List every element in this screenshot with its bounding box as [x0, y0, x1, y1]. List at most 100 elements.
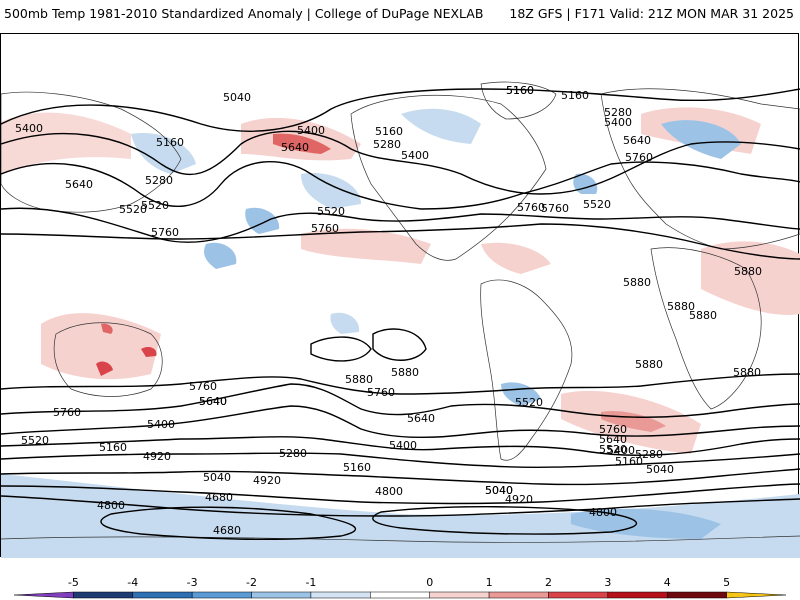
colorbar-tick-label: 0 [426, 576, 433, 589]
contour-label: 5400 [401, 149, 429, 162]
colorbar-ticks: -5 -4 -3 -2 -1 0 1 2 3 4 5 [68, 576, 730, 589]
contour-label: 5760 [53, 406, 81, 419]
antarctica-outline [1, 535, 800, 543]
height-contours [1, 88, 800, 541]
colorbar-segments [13, 591, 787, 599]
contour-label: 5880 [733, 366, 761, 379]
colorbar-tick-label: 2 [545, 576, 552, 589]
contour-label: 5280 [604, 106, 632, 119]
map-title: 500mb Temp 1981-2010 Standardized Anomal… [4, 6, 484, 21]
contour-label: 5880 [635, 358, 663, 371]
colorbar-tick-label: -4 [127, 576, 138, 589]
colorbar-tick-label: -1 [305, 576, 316, 589]
contour-label: 5160 [561, 89, 589, 102]
contour-label: 5640 [65, 178, 93, 191]
contour-label: 5880 [623, 276, 651, 289]
contour-label: 5520 [141, 199, 169, 212]
height-contour [1, 436, 800, 456]
contour-label: 5040 [485, 484, 513, 497]
height-contour [1, 88, 800, 132]
height-contour [1, 405, 800, 438]
contour-label: 5160 [506, 84, 534, 97]
colorbar-segment [132, 591, 193, 599]
contour-label: 5040 [646, 463, 674, 476]
contour-label: 5040 [203, 471, 231, 484]
colorbar-tick-label: -5 [68, 576, 79, 589]
contour-label: 5400 [297, 124, 325, 137]
contour-label: 5040 [223, 91, 251, 104]
contour-label: 5400 [604, 116, 632, 129]
contour-label: 5640 [281, 141, 309, 154]
contour-label: 5160 [615, 455, 643, 468]
contour-label: 5400 [389, 439, 417, 452]
height-contour [1, 130, 800, 195]
colorbar-segment [13, 591, 74, 599]
contour-label: 4680 [205, 491, 233, 504]
height-contour [1, 483, 800, 505]
height-contour [1, 223, 800, 260]
contour-label: 5760 [367, 386, 395, 399]
height-contour [1, 383, 800, 418]
warm-anomaly-area [101, 323, 113, 334]
contour-label: 5400 [147, 418, 175, 431]
contour-labels: 5040 5160 5400 5160 5280 5520 5640 5760 … [15, 84, 762, 537]
cold-anomaly-area [661, 120, 741, 159]
contour-label: 5640 [407, 412, 435, 425]
contour-label: 5640 [199, 395, 227, 408]
warm-anomaly-area [481, 242, 551, 274]
contour-label: 5880 [689, 309, 717, 322]
contour-label: 5880 [391, 366, 419, 379]
contour-label: 5760 [599, 423, 627, 436]
contour-label: 4680 [213, 524, 241, 537]
colorbar-tick-label: 1 [486, 576, 493, 589]
height-contour [1, 495, 800, 517]
warm-anomaly-area [1, 112, 131, 174]
colorbar-segment [310, 591, 371, 599]
anomaly-map: 5040 5160 5400 5160 5280 5520 5640 5760 … [1, 81, 800, 558]
contour-label: 5520 [119, 203, 147, 216]
height-contour [372, 506, 637, 535]
contour-label: 5400 [15, 122, 43, 135]
contour-label: 4920 [143, 450, 171, 463]
colorbar-segment [73, 591, 134, 599]
cold-anomaly-area [330, 312, 360, 334]
colorbar-segment [251, 591, 312, 599]
height-contour [1, 373, 800, 395]
height-contour [1, 161, 800, 210]
header: 500mb Temp 1981-2010 Standardized Anomal… [0, 0, 800, 30]
contour-label: 5640 [623, 134, 651, 147]
contour-label: 5640 [199, 395, 227, 408]
contour-label: 4920 [505, 493, 533, 506]
contour-label: 5640 [599, 433, 627, 446]
contour-label: 5760 [517, 201, 545, 214]
contour-label: 5280 [373, 138, 401, 151]
colorbar-segment [191, 591, 252, 599]
warm-anomaly-area [41, 313, 161, 380]
colorbar-tick-label: 4 [664, 576, 671, 589]
contour-label: 5280 [279, 447, 307, 460]
model-run-info: 18Z GFS | F171 Valid: 21Z MON MAR 31 202… [509, 6, 794, 21]
colorbar-graphic: -5 -4 -3 -2 -1 0 1 2 3 4 5 [13, 576, 787, 599]
warm-anomaly-area [701, 241, 800, 315]
africa-outline [650, 247, 762, 410]
contour-label: 5880 [345, 373, 373, 386]
colorbar-segment [370, 591, 430, 599]
height-contour [372, 328, 427, 361]
contour-label: 5760 [541, 202, 569, 215]
colorbar-segment [607, 591, 668, 599]
colorbar-tick-label: -3 [187, 576, 198, 589]
contour-label: 5520 [21, 434, 49, 447]
height-contour [100, 506, 357, 541]
warm-anomaly-area [141, 346, 157, 357]
contour-label: 5160 [506, 84, 534, 97]
cold-anomaly-area [301, 173, 361, 209]
contour-label: 4800 [375, 485, 403, 498]
contour-label: 5880 [734, 265, 762, 278]
height-contour [310, 336, 372, 362]
contour-label: 5280 [145, 174, 173, 187]
contour-label: 5160 [99, 441, 127, 454]
cold-anomaly-area [401, 108, 481, 144]
cold-anomaly-area [131, 133, 196, 174]
colorbar: -5 -4 -3 -2 -1 0 1 2 3 4 5 [0, 570, 800, 600]
map-panel: 5040 5160 5400 5160 5280 5520 5640 5760 … [0, 33, 800, 558]
